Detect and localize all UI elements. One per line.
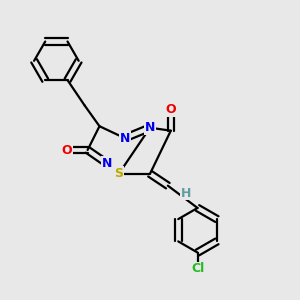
- Text: O: O: [166, 103, 176, 116]
- Text: N: N: [119, 132, 130, 145]
- Text: O: O: [61, 143, 72, 157]
- Text: H: H: [181, 187, 191, 200]
- Text: Cl: Cl: [191, 262, 204, 275]
- Text: N: N: [145, 121, 155, 134]
- Text: N: N: [102, 157, 112, 170]
- Text: S: S: [114, 167, 123, 180]
